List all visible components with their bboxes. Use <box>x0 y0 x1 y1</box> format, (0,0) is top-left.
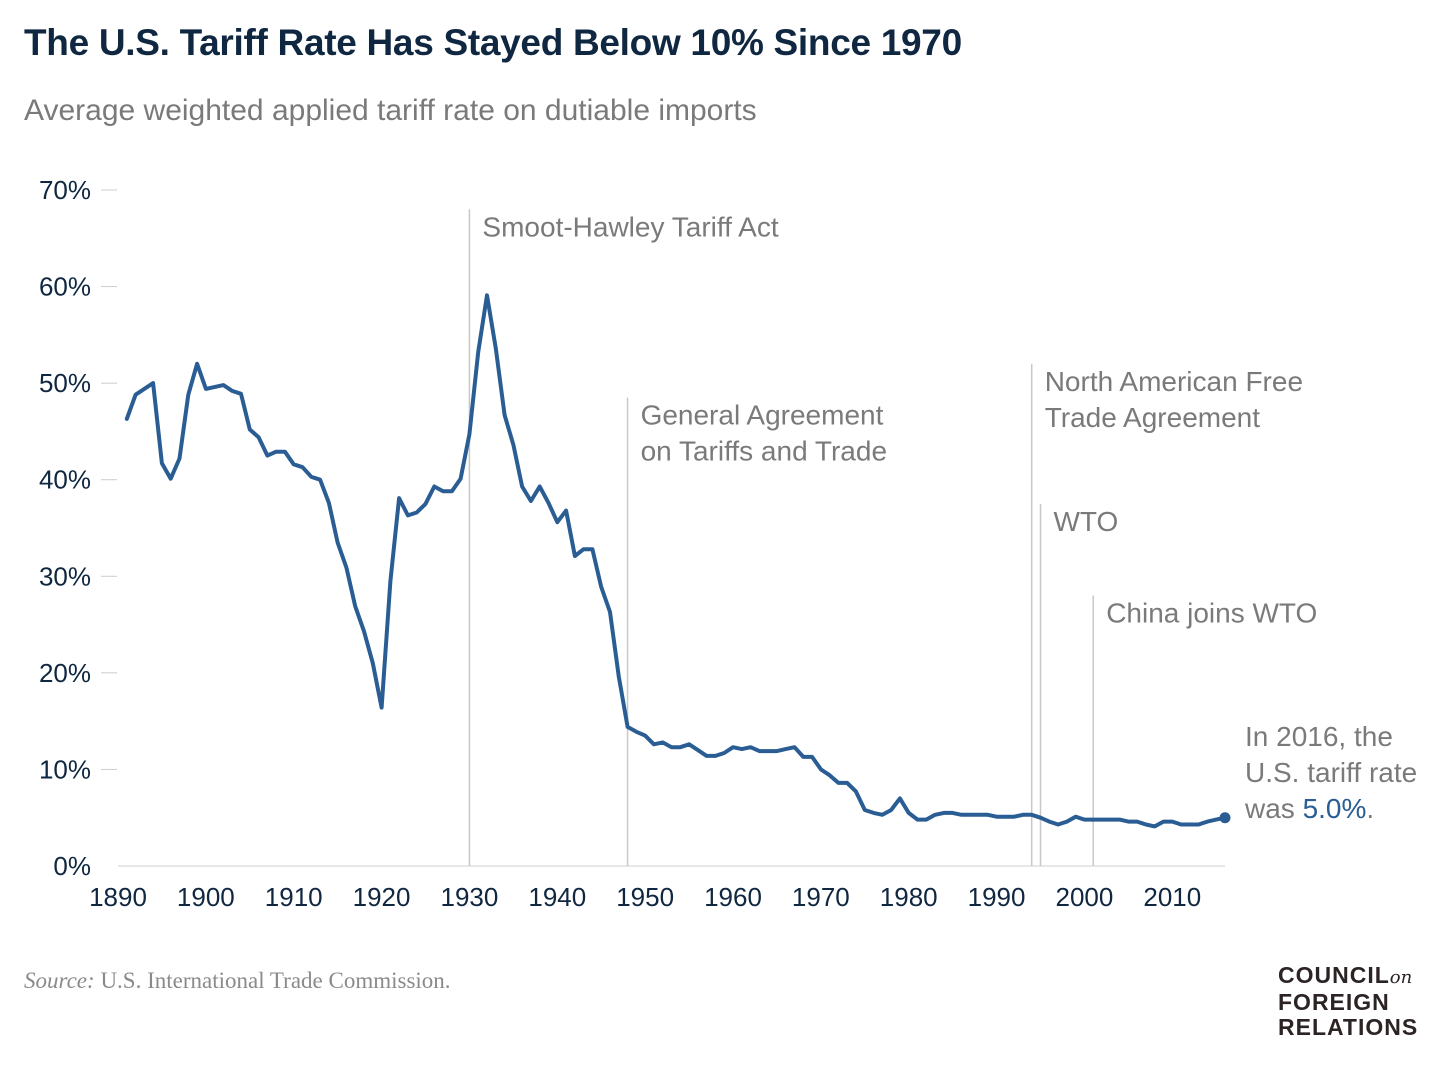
chart-title: The U.S. Tariff Rate Has Stayed Below 10… <box>24 22 962 63</box>
x-tick-label: 1890 <box>89 882 147 912</box>
annotation-label: Trade Agreement <box>1045 402 1261 433</box>
x-tick-label: 1910 <box>265 882 323 912</box>
y-tick-label: 30% <box>39 561 91 591</box>
annotations: Smoot-Hawley Tariff Act General Agreement… <box>468 209 1317 866</box>
annotation-label: Smoot-Hawley Tariff Act <box>482 211 778 242</box>
annotation-label: General Agreement <box>641 400 884 431</box>
logo-on: on <box>1389 967 1413 988</box>
x-axis: 1890 1900 1910 1920 1930 1940 1950 1960 1970 1980… <box>89 865 1225 912</box>
x-tick-label: 1930 <box>441 882 499 912</box>
x-tick-label: 1950 <box>616 882 674 912</box>
x-tick-label: 1920 <box>353 882 411 912</box>
cfr-logo: COUNCILon FOREIGN RELATIONS <box>1278 963 1418 1040</box>
annotation-label: China joins WTO <box>1106 598 1317 629</box>
x-tick-label: 1960 <box>704 882 762 912</box>
annotation-label: WTO <box>1054 506 1119 537</box>
endpoint-marker <box>1219 812 1231 824</box>
logo-line-1: COUNCIL <box>1278 962 1390 988</box>
end-note-prefix: was <box>1244 793 1303 824</box>
end-note: In 2016, the U.S. tariff rate was 5.0%. <box>1244 721 1417 824</box>
x-tick-label: 1980 <box>880 882 938 912</box>
end-note-suffix: . <box>1366 793 1374 824</box>
tariff-rate-line <box>124 293 1227 829</box>
end-note-line-2: U.S. tariff rate <box>1245 757 1417 788</box>
source-note: Source: U.S. International Trade Commiss… <box>24 968 451 994</box>
annotation-label: North American Free <box>1045 366 1303 397</box>
tariff-line-chart: 0% 10% 20% 30% 40% 50% 60% 70% 1890 1900 1910 1920… <box>39 175 1417 912</box>
logo-line-3: RELATIONS <box>1278 1014 1419 1040</box>
y-tick-label: 60% <box>39 272 91 302</box>
y-tick-label: 40% <box>39 465 91 495</box>
source-text: U.S. International Trade Commission. <box>94 968 451 993</box>
annotation-label: on Tariffs and Trade <box>641 436 887 467</box>
x-tick-label: 1940 <box>528 882 586 912</box>
y-tick-label: 0% <box>53 851 91 881</box>
x-tick-label: 1900 <box>177 882 235 912</box>
source-label: Source: <box>24 968 95 993</box>
y-tick-label: 10% <box>39 754 91 784</box>
x-tick-label: 1970 <box>792 882 850 912</box>
end-note-value: 5.0% <box>1303 793 1367 824</box>
x-tick-label: 2000 <box>1056 882 1114 912</box>
y-axis: 0% 10% 20% 30% 40% 50% 60% 70% <box>39 175 117 881</box>
y-tick-label: 70% <box>39 175 91 205</box>
y-tick-label: 20% <box>39 658 91 688</box>
x-tick-label: 1990 <box>968 882 1026 912</box>
chart-subtitle: Average weighted applied tariff rate on … <box>24 94 757 127</box>
y-tick-label: 50% <box>39 368 91 398</box>
x-tick-label: 2010 <box>1143 882 1201 912</box>
end-note-line-1: In 2016, the <box>1245 721 1393 752</box>
end-note-line-3: was 5.0%. <box>1244 793 1374 824</box>
series <box>124 293 1231 829</box>
logo-line-2: FOREIGN <box>1278 989 1390 1015</box>
